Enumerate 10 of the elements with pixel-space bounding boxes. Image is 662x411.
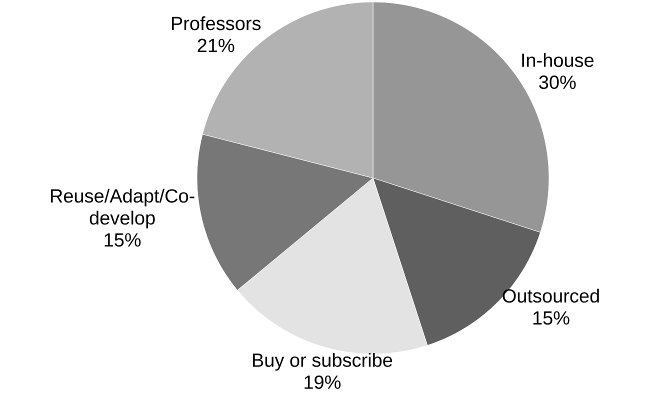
slice-label: In-house	[522, 53, 594, 67]
data-label: 30%	[539, 76, 576, 89]
slice-label: Professors	[172, 16, 261, 30]
data-label: 15%	[104, 233, 141, 247]
data-label: 21%	[198, 38, 234, 52]
data-label: 19%	[304, 375, 341, 389]
data-label: 15%	[533, 311, 570, 325]
slice-label: Outsourced	[502, 288, 599, 303]
slice-label: Buy or subscribe	[253, 352, 392, 371]
slice-label: Reuse/Adapt/Co-develop	[50, 188, 194, 228]
